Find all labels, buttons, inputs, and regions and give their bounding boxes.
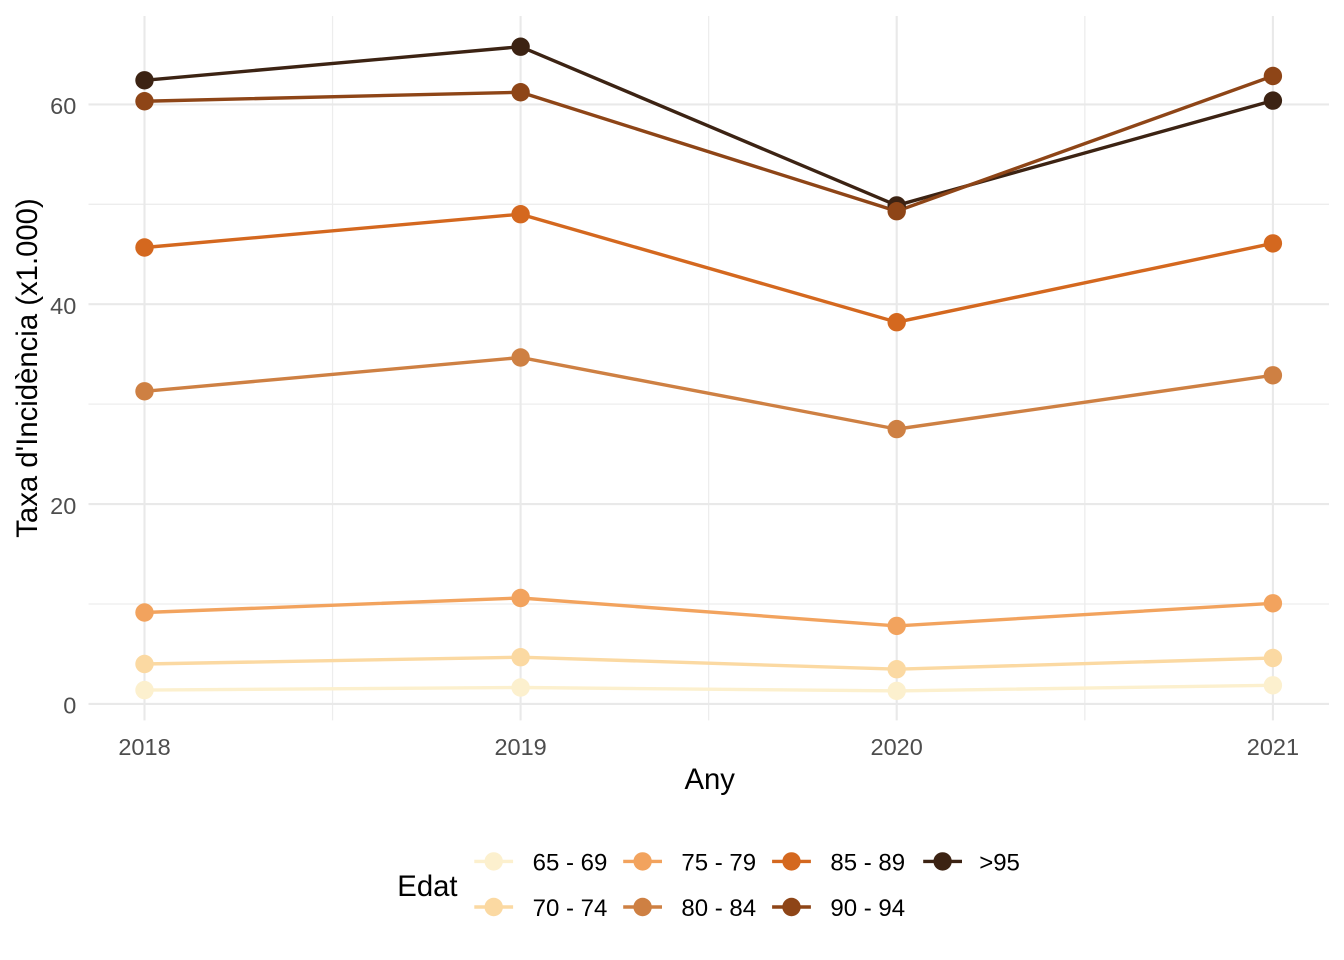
svg-text:40: 40 [50,293,76,319]
svg-text:Edat: Edat [397,870,457,903]
svg-text:2018: 2018 [118,734,170,760]
svg-text:75 - 79: 75 - 79 [681,850,756,877]
svg-text:90 - 94: 90 - 94 [830,895,905,922]
svg-text:65 - 69: 65 - 69 [533,850,608,877]
svg-text:Any: Any [684,763,735,796]
svg-text:85 - 89: 85 - 89 [830,850,905,877]
svg-text:20: 20 [50,493,76,519]
svg-text:2020: 2020 [871,734,923,760]
svg-text:>95: >95 [979,850,1020,877]
svg-text:2021: 2021 [1247,734,1299,760]
svg-text:Taxa d'Incidència (x1.000): Taxa d'Incidència (x1.000) [11,198,44,537]
svg-text:70 - 74: 70 - 74 [533,895,608,922]
svg-text:80 - 84: 80 - 84 [681,895,756,922]
svg-text:60: 60 [50,93,76,119]
svg-text:2019: 2019 [494,734,546,760]
svg-text:0: 0 [63,693,76,719]
